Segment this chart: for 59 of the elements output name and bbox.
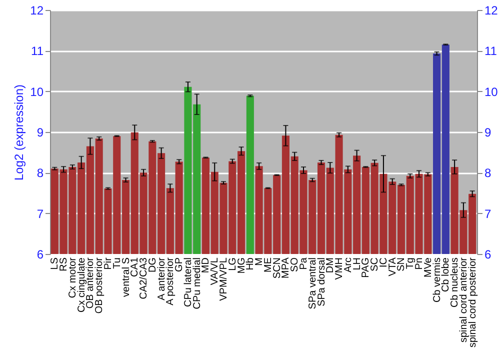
x-tick-label: DM xyxy=(325,258,336,274)
x-tick-label: LH xyxy=(352,258,363,270)
x-tick-label: Cx motor xyxy=(67,256,78,298)
y-tick-label: 8 xyxy=(36,166,44,180)
x-tick-label: Cx cingulate xyxy=(76,257,88,313)
x-tick-label: ventral S xyxy=(120,257,132,297)
x-tick-label: spinal cord anterior xyxy=(458,256,470,343)
x-tick-label: CA1 xyxy=(130,257,141,277)
y-tick-label: 12 xyxy=(30,4,44,18)
x-tick-label: CPu medial xyxy=(192,258,203,310)
x-tick-label: VTA xyxy=(387,257,398,276)
x-tick-label: DG xyxy=(147,257,158,272)
x-tick-label: LS xyxy=(50,257,61,270)
x-tick-label: Pn xyxy=(414,258,426,270)
x-tick-label: Arc xyxy=(342,258,354,272)
x-tick-label: SPa ventral xyxy=(307,258,318,310)
x-tick-label: Tu xyxy=(112,258,123,269)
x-tick-label: LG xyxy=(227,257,238,271)
x-tick-label: OB anterior xyxy=(85,256,96,309)
y2-tick-label: 8 xyxy=(484,166,492,180)
x-tick-label: MVe xyxy=(422,257,434,278)
x-tick-label: Cb nucleus xyxy=(450,258,461,308)
x-tick-label: Cb lobe xyxy=(440,257,452,292)
x-tick-label: GP xyxy=(174,257,186,272)
x-tick-label: A anterior xyxy=(156,256,168,300)
y2-tick-label: 10 xyxy=(484,84,498,99)
x-tick-label: Hb xyxy=(245,257,256,270)
x-tick-label: SN xyxy=(396,258,408,272)
y-axis-title: Log2 (expression) xyxy=(12,84,26,181)
x-tick-label: ME xyxy=(262,257,274,272)
x-tick-label: Pa xyxy=(298,257,310,270)
y-tick-label: 7 xyxy=(36,206,44,221)
y-tick-label: 6 xyxy=(36,248,44,262)
x-tick-label: SPa dorsal xyxy=(316,258,328,306)
x-tick-label: Tg xyxy=(405,258,416,270)
x-tick-label: spinal cord posterior xyxy=(467,256,478,348)
y2-tick-label: 6 xyxy=(484,248,492,262)
x-tick-label: SO xyxy=(290,257,301,272)
x-tick-label: VPM/VPL xyxy=(218,257,230,301)
y2-tick-label: 11 xyxy=(484,44,498,58)
x-tick-label: SCN xyxy=(272,258,283,279)
y-tick-label: 10 xyxy=(30,84,44,99)
x-tick-label: CPu lateral xyxy=(182,258,194,307)
x-tick-label: CA2/CA3 xyxy=(138,257,150,300)
x-tick-label: Pir xyxy=(102,256,114,270)
y-tick-label: 9 xyxy=(36,126,44,140)
x-tick-label: SC xyxy=(370,258,381,272)
x-tick-label: PAG xyxy=(360,257,372,278)
x-tick-label: RS xyxy=(58,257,70,272)
y2-tick-label: 12 xyxy=(484,4,498,18)
x-tick-label: MPA xyxy=(280,257,292,278)
x-tick-label: IC xyxy=(378,258,390,268)
x-tick-label: M xyxy=(254,258,266,266)
x-tick-label: A posterior xyxy=(165,256,176,306)
y2-tick-label: 7 xyxy=(484,206,492,221)
x-tick-label: VMH xyxy=(334,258,346,280)
y2-tick-label: 9 xyxy=(484,126,492,140)
y-tick-label: 11 xyxy=(31,44,44,58)
x-tick-label: OB posterior xyxy=(94,256,106,314)
